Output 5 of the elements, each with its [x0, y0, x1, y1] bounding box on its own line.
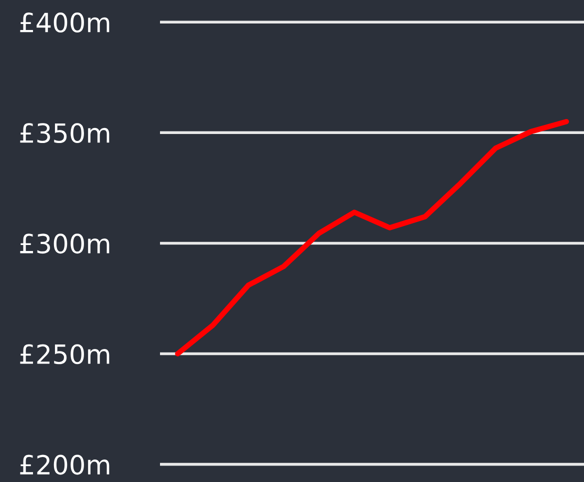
y-tick-label: £350m	[20, 123, 110, 144]
y-tick-label: £400m	[20, 12, 110, 33]
y-tick-label: £200m	[20, 454, 110, 475]
y-tick-label: £300m	[20, 234, 110, 254]
y-tick-label: £250m	[20, 344, 110, 364]
